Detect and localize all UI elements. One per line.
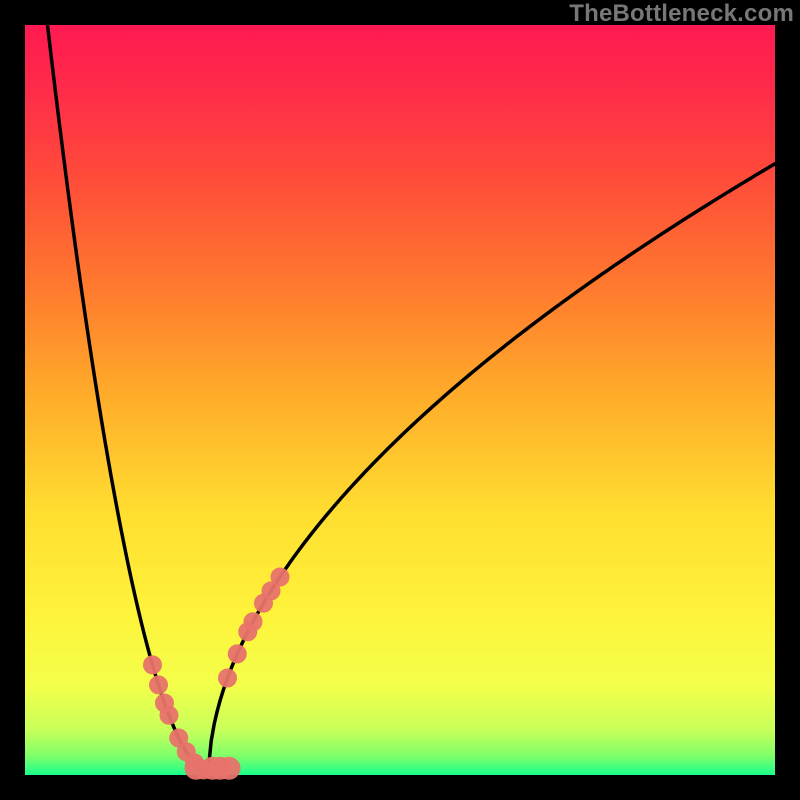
curve-marker (150, 676, 168, 694)
curve-marker (228, 645, 246, 663)
chart-svg (0, 0, 800, 800)
curve-marker (244, 613, 262, 631)
curve-marker (160, 706, 178, 724)
curve-marker (271, 568, 289, 586)
curve-marker (144, 656, 162, 674)
plot-area (25, 25, 775, 775)
watermark-text: TheBottleneck.com (569, 0, 794, 28)
chart-stage: TheBottleneck.com (0, 0, 800, 800)
curve-marker (219, 669, 237, 687)
curve-marker (209, 757, 231, 779)
